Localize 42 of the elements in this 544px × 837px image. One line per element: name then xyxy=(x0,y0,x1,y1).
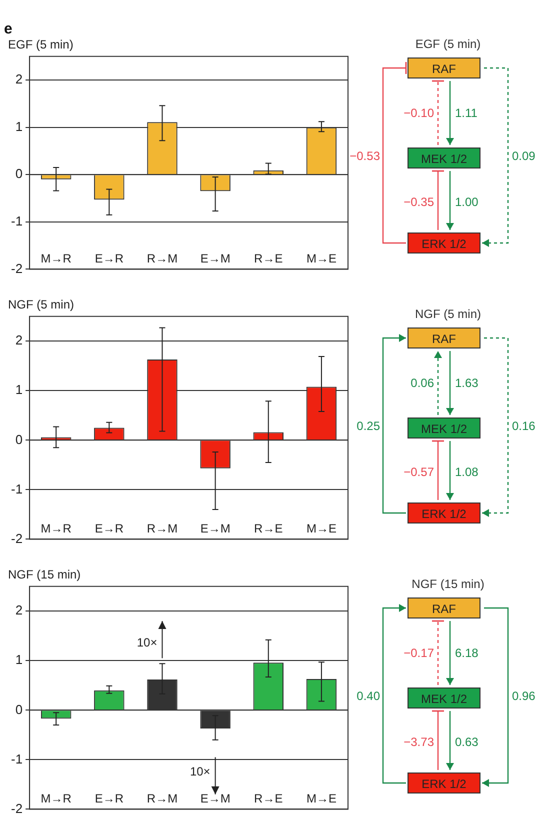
x-tick-label: R→M xyxy=(146,252,178,266)
x-tick-label: E→R xyxy=(94,522,124,536)
x-tick-label: R→E xyxy=(254,522,283,536)
y-tick-label: -2 xyxy=(10,800,23,816)
y-tick-label: -1 xyxy=(10,213,23,228)
y-tick-label: -2 xyxy=(10,260,23,276)
pathway-diagram: EGF (5 min) RAF MEK 1/2 ERK 1/2 −0.10 −0.53 1.11 −0.35 0.09 1.00 xyxy=(340,20,544,270)
y-tick-label: 2 xyxy=(15,602,23,618)
x-tick-label: R→E xyxy=(254,792,283,806)
x-tick-label: M→E xyxy=(306,252,336,266)
x-tick-label: E→M xyxy=(200,792,230,806)
x-tick-label: E→M xyxy=(200,522,230,536)
y-tick-label: 1 xyxy=(15,382,23,398)
y-tick-label: 2 xyxy=(15,72,23,87)
chart-title: NGF (15 min) xyxy=(8,568,81,582)
x-tick-label: M→E xyxy=(306,792,336,806)
annotation: 10× xyxy=(136,636,158,650)
chart-title: EGF (5 min) xyxy=(8,38,74,52)
x-tick-label: E→R xyxy=(94,792,124,806)
y-tick-label: -1 xyxy=(10,751,23,766)
y-tick-label: 1 xyxy=(15,652,23,668)
x-tick-label: M→E xyxy=(306,522,336,536)
x-tick-label: E→R xyxy=(94,252,124,266)
pathway-diagram: NGF (5 min) RAF MEK 1/2 ERK 1/2 0.06 0.25 1.63 −0.57 0.16 1.08 xyxy=(340,290,544,540)
y-tick-label: 0 xyxy=(15,166,23,182)
y-tick-label: -2 xyxy=(10,530,23,546)
x-tick-label: R→M xyxy=(146,522,178,536)
x-tick-label: M→R xyxy=(40,522,72,536)
chart-title: NGF (5 min) xyxy=(8,298,74,312)
y-tick-label: 1 xyxy=(15,118,23,134)
y-tick-label: -1 xyxy=(10,481,23,496)
x-tick-label: R→M xyxy=(146,792,178,806)
text: e xyxy=(4,20,12,38)
y-tick-label: 0 xyxy=(15,432,23,447)
x-tick-label: E→M xyxy=(200,252,230,266)
x-tick-label: R→E xyxy=(254,252,283,266)
x-tick-label: M→R xyxy=(40,792,72,806)
x-tick-label: M→R xyxy=(40,252,72,266)
y-tick-label: 0 xyxy=(15,702,23,717)
pathway-diagram: NGF (15 min) RAF MEK 1/2 ERK 1/2 −0.17 0.40 6.18 −3.73 0.96 0.63 xyxy=(340,560,544,810)
annotation: 10× xyxy=(190,764,210,778)
y-tick-label: 2 xyxy=(15,332,23,348)
